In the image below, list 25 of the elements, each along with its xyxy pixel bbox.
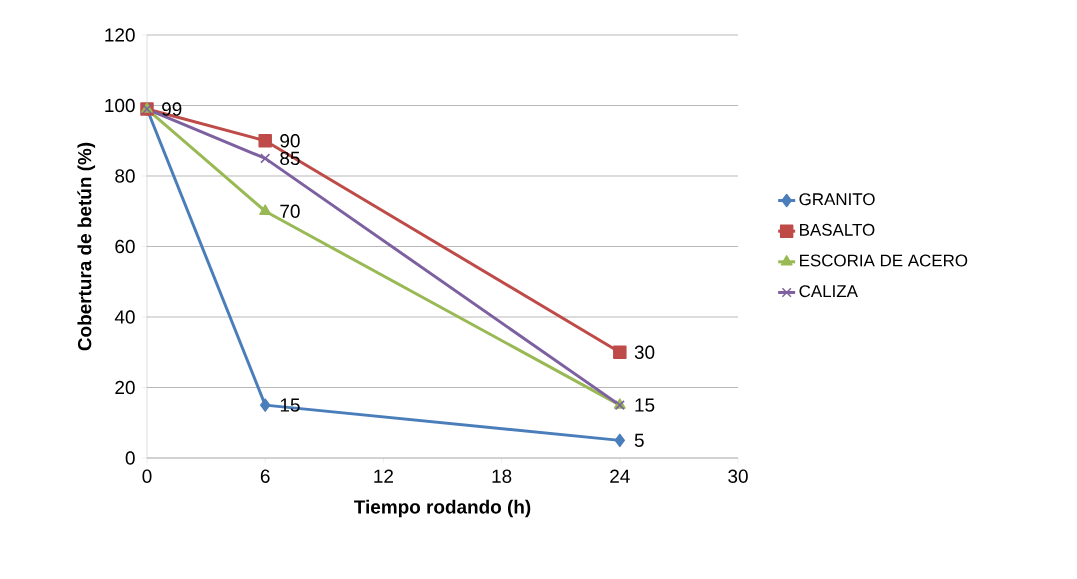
y-tick-label: 20 [115, 380, 135, 395]
x-tick-label: 0 [142, 469, 152, 483]
y-axis-title: Cobertura de betún (%) [77, 142, 96, 351]
legend-label: ESCORIA DE ACERO [800, 254, 968, 267]
x-tick-label: 12 [374, 469, 393, 483]
x-tick-label: 24 [610, 469, 630, 483]
data-label: 70 [280, 204, 300, 218]
x-axis-title: Tiempo rodando (h) [354, 499, 531, 518]
data-label: 90 [280, 134, 300, 148]
y-tick-label: 40 [114, 310, 135, 324]
y-tick-label: 100 [105, 98, 135, 113]
data-label: 30 [634, 345, 655, 359]
legend-label: CALIZA [799, 285, 858, 298]
data-label: 15 [635, 398, 655, 412]
y-tick-label: 120 [105, 28, 135, 42]
data-label: 5 [634, 433, 644, 447]
x-tick-label: 30 [728, 469, 748, 483]
legend-label: BASALTO [800, 223, 875, 236]
legend-label: GRANITO [799, 193, 875, 206]
x-tick-label: 6 [260, 469, 270, 483]
x-tick-label: 18 [492, 469, 512, 483]
y-tick-label: 60 [115, 239, 135, 254]
data-label: 99 [162, 102, 182, 116]
y-tick-label: 80 [115, 169, 135, 183]
y-tick-label: 0 [125, 451, 135, 465]
